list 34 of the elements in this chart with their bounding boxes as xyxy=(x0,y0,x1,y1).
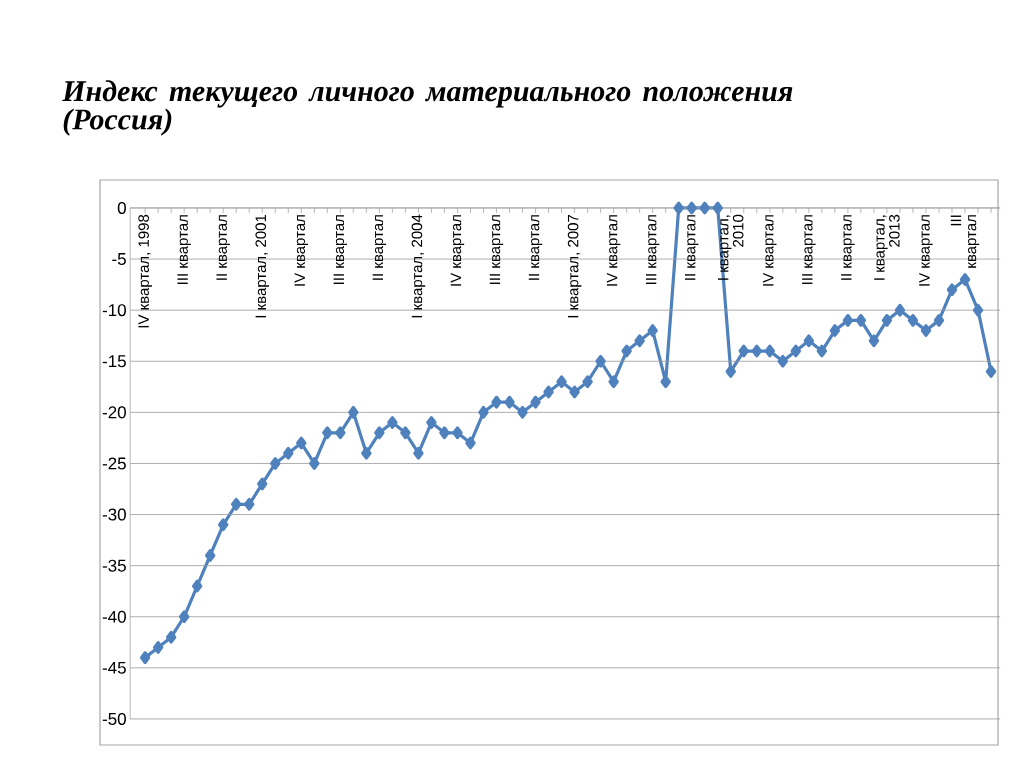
y-tick-label: -25 xyxy=(102,457,126,470)
x-tick-label: I квартал, 2010 xyxy=(718,214,744,280)
x-tick-label: II квартал xyxy=(372,215,387,280)
chart-title: Индекс текущего личного материального положения (Россия) xyxy=(62,80,793,136)
x-tick-label: II квартал xyxy=(685,215,699,280)
x-tick-label: IV квартал, 1998 xyxy=(138,214,152,328)
x-tick-label: I квартал, 2007 xyxy=(567,214,582,318)
x-tick-label: I квартал, 2001 xyxy=(255,214,270,318)
x-tick-label: III квартал xyxy=(177,215,191,284)
x-tick-label: IV квартал xyxy=(450,215,465,286)
x-tick-label: I квартал, 2004 xyxy=(411,214,426,318)
x-tick-label: III квартал xyxy=(645,215,660,284)
y-tick-label: -45 xyxy=(102,661,126,674)
x-tick-label: III квартал xyxy=(950,215,980,268)
x-tick-label: IV квартал xyxy=(763,215,777,286)
y-tick-label: -20 xyxy=(102,406,126,419)
y-tick-label: -30 xyxy=(102,508,126,521)
x-tick-label: IV квартал xyxy=(294,215,308,286)
x-tick-label: III квартал xyxy=(802,215,816,284)
x-tick-label: III квартал xyxy=(333,215,348,284)
x-tick-label: I квартал, 2013 xyxy=(874,214,900,280)
x-tick-label: II квартал xyxy=(216,215,230,280)
x-tick-label: IV квартал xyxy=(919,215,933,286)
x-tick-label: II квартал xyxy=(528,215,543,280)
y-tick-label: -40 xyxy=(102,610,126,623)
y-tick-label: 0 xyxy=(117,201,126,214)
x-tick-label: IV квартал xyxy=(606,215,621,286)
y-tick-label: -15 xyxy=(102,355,126,368)
y-tick-label: -50 xyxy=(102,712,126,725)
x-tick-label: II квартал xyxy=(841,215,855,280)
x-tick-label: III квартал xyxy=(489,215,504,284)
y-tick-label: -5 xyxy=(112,253,126,265)
y-tick-label: -10 xyxy=(102,304,126,317)
y-tick-label: -35 xyxy=(102,559,126,572)
